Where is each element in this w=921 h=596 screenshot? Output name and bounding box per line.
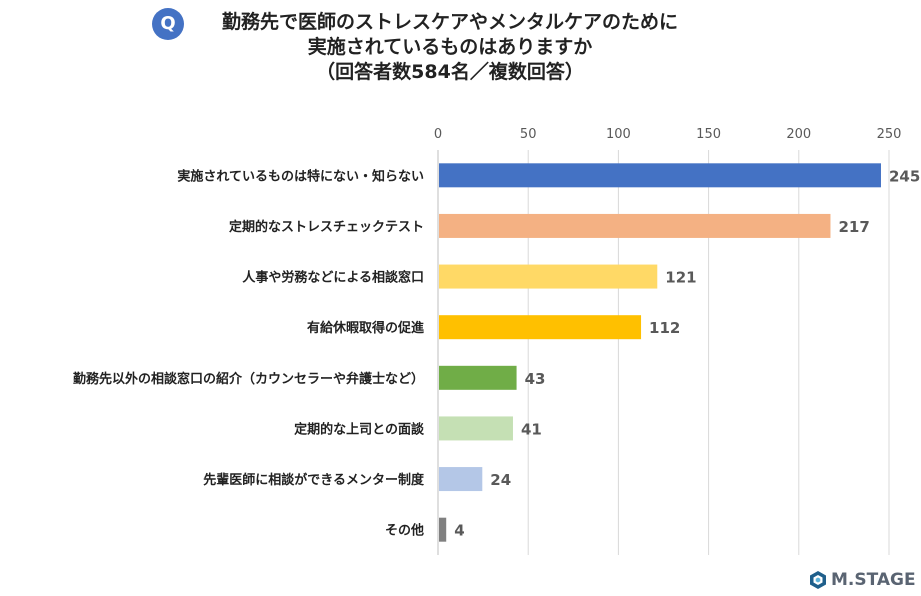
category-label: 実施されているものは特にない・知らない [177, 168, 424, 184]
x-tick-label: 200 [786, 127, 811, 142]
logo-text: M.STAGE [831, 570, 916, 590]
bar [439, 163, 881, 188]
title-line-3: （回答者数584名／複数回答） [316, 61, 584, 83]
bar [439, 213, 831, 238]
question-badge: Q [152, 8, 184, 40]
bar [439, 517, 447, 542]
title-line-1: 勤務先で医師のストレスケアやメンタルケアのために [221, 11, 678, 33]
category-label: 先輩医師に相談ができるメンター制度 [203, 472, 425, 488]
x-tick-label: 150 [696, 127, 721, 142]
x-tick-label: 50 [520, 127, 537, 142]
chart-title: 勤務先で医師のストレスケアやメンタルケアのために 実施されているものはありますか… [180, 10, 720, 85]
category-label: 人事や労務などによる相談窓口 [242, 270, 424, 286]
value-label: 121 [665, 269, 696, 287]
category-label: 定期的な上司との面談 [293, 421, 425, 437]
title-line-2: 実施されているものはありますか [307, 36, 593, 58]
value-label: 245 [889, 167, 920, 185]
category-label: 有給休暇取得の促進 [307, 320, 424, 336]
bar [439, 467, 483, 492]
m-stage-logo-icon [810, 571, 826, 589]
x-tick-label: 250 [877, 127, 902, 142]
value-label: 4 [454, 522, 464, 540]
m-stage-logo: M.STAGE [808, 570, 916, 590]
category-label: 定期的なストレスチェックテスト [228, 219, 424, 235]
bar [439, 416, 513, 441]
value-label: 41 [521, 420, 542, 438]
value-label: 112 [649, 319, 680, 337]
category-label: 勤務先以外の相談窓口の紹介（カウンセラーや弁護士など） [73, 371, 424, 387]
x-tick-label: 100 [606, 127, 631, 142]
bar [439, 365, 517, 390]
x-tick-label: 0 [434, 127, 442, 142]
value-label: 217 [838, 218, 869, 236]
bar [439, 315, 642, 340]
value-label: 24 [490, 471, 511, 489]
value-label: 43 [525, 370, 546, 388]
category-label: その他 [385, 523, 424, 539]
bar [439, 264, 658, 289]
